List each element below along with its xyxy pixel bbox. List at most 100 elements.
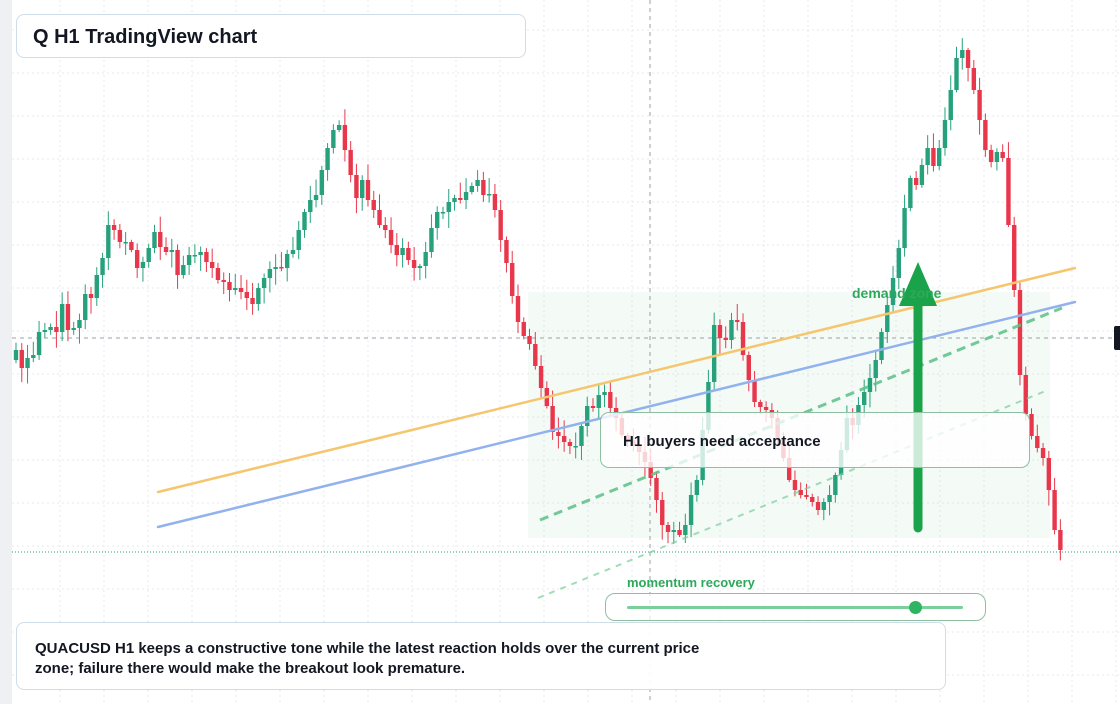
candle-body	[71, 328, 76, 330]
candle-body	[377, 210, 382, 225]
candle-body	[31, 355, 36, 358]
candle-body	[908, 178, 913, 208]
candle-body	[971, 68, 977, 90]
candle-body	[585, 406, 590, 426]
candle-body	[440, 212, 446, 214]
candle-body	[683, 525, 688, 535]
candle-body	[533, 344, 538, 366]
candle-body	[890, 278, 896, 305]
candle-body	[654, 478, 659, 500]
candle-body	[169, 250, 174, 252]
candle-body	[261, 278, 267, 288]
demand-zone-label: demand zone	[852, 285, 942, 301]
candle-body	[284, 254, 290, 268]
candle-body	[786, 458, 792, 480]
candle-body	[250, 298, 255, 304]
channel-line-upper	[539, 306, 1063, 522]
candle-body	[596, 395, 601, 408]
candle-body	[735, 320, 740, 322]
candle-body	[867, 378, 873, 392]
candle-body	[423, 252, 428, 266]
candle-body	[100, 258, 105, 275]
candle-body	[152, 232, 157, 248]
left-axis-strip	[0, 0, 12, 704]
candle-body	[319, 170, 325, 195]
candle-body	[429, 228, 434, 252]
candle-body	[885, 305, 890, 332]
candle-body	[181, 265, 186, 275]
candle-body	[106, 225, 111, 258]
candle-body	[117, 230, 123, 242]
candle-body	[158, 232, 163, 247]
candle-body	[233, 288, 238, 290]
annotation-box[interactable]: H1 buyers need acceptance	[600, 412, 1030, 468]
momentum-thumb[interactable]	[909, 601, 923, 614]
candle-body	[186, 255, 192, 265]
candle-body	[879, 332, 884, 360]
candle-body	[1017, 290, 1023, 375]
candle-body	[833, 475, 838, 495]
candle-body	[1006, 158, 1011, 225]
candle-body	[896, 248, 902, 278]
candle-body	[111, 225, 117, 230]
candle-body	[59, 304, 65, 332]
candle-body	[331, 130, 336, 148]
candle-body	[394, 245, 400, 255]
candle-body	[88, 294, 94, 298]
momentum-label: momentum recovery	[627, 575, 755, 590]
candle-body	[383, 225, 388, 230]
candle-body	[510, 263, 515, 296]
candle-body	[94, 275, 99, 298]
candle-body	[561, 436, 567, 442]
candle-body	[446, 202, 451, 212]
candle-body	[729, 320, 734, 340]
candle-body	[717, 325, 723, 338]
candle-body	[515, 296, 521, 322]
candle-body	[83, 294, 88, 320]
candle-body	[994, 152, 1000, 162]
candle-body	[758, 402, 763, 407]
candle-body	[706, 382, 711, 430]
candle-body	[336, 125, 342, 130]
candle-body	[267, 269, 273, 278]
candle-body	[660, 500, 665, 525]
momentum-slider[interactable]	[605, 593, 986, 621]
candle-body	[411, 260, 417, 268]
candle-body	[25, 358, 30, 368]
candle-body	[919, 165, 925, 185]
candle-body	[608, 392, 613, 408]
candle-body	[671, 530, 676, 532]
note-card: QUACUSD H1 keeps a constructive tone whi…	[16, 622, 946, 690]
candle-body	[342, 125, 348, 150]
candle-body	[325, 148, 330, 170]
candle-body	[140, 262, 146, 268]
candle-body	[677, 530, 682, 535]
candle-body	[573, 446, 578, 448]
candle-body	[458, 198, 463, 200]
candle-body	[694, 480, 700, 495]
candle-body	[504, 240, 509, 263]
candle-body	[469, 186, 475, 192]
candle-body	[925, 148, 930, 165]
candle-body	[942, 120, 948, 148]
candle-body	[763, 407, 769, 410]
candle-body	[792, 480, 798, 490]
candle-body	[954, 58, 959, 90]
arrow-head	[899, 262, 937, 306]
candle-body	[238, 288, 244, 292]
candle-body	[960, 50, 965, 58]
candle-body	[711, 325, 717, 382]
candle-body	[821, 502, 826, 510]
candle-body	[54, 327, 59, 332]
candle-body	[452, 198, 457, 202]
candle-body	[19, 350, 24, 368]
candle-body	[521, 322, 526, 336]
candle-body	[688, 495, 694, 525]
candle-body	[1000, 152, 1005, 158]
candle-body	[481, 180, 486, 195]
candle-body	[279, 267, 284, 269]
candle-body	[1040, 448, 1046, 458]
candle-body	[209, 262, 215, 268]
candle-body	[492, 194, 498, 210]
